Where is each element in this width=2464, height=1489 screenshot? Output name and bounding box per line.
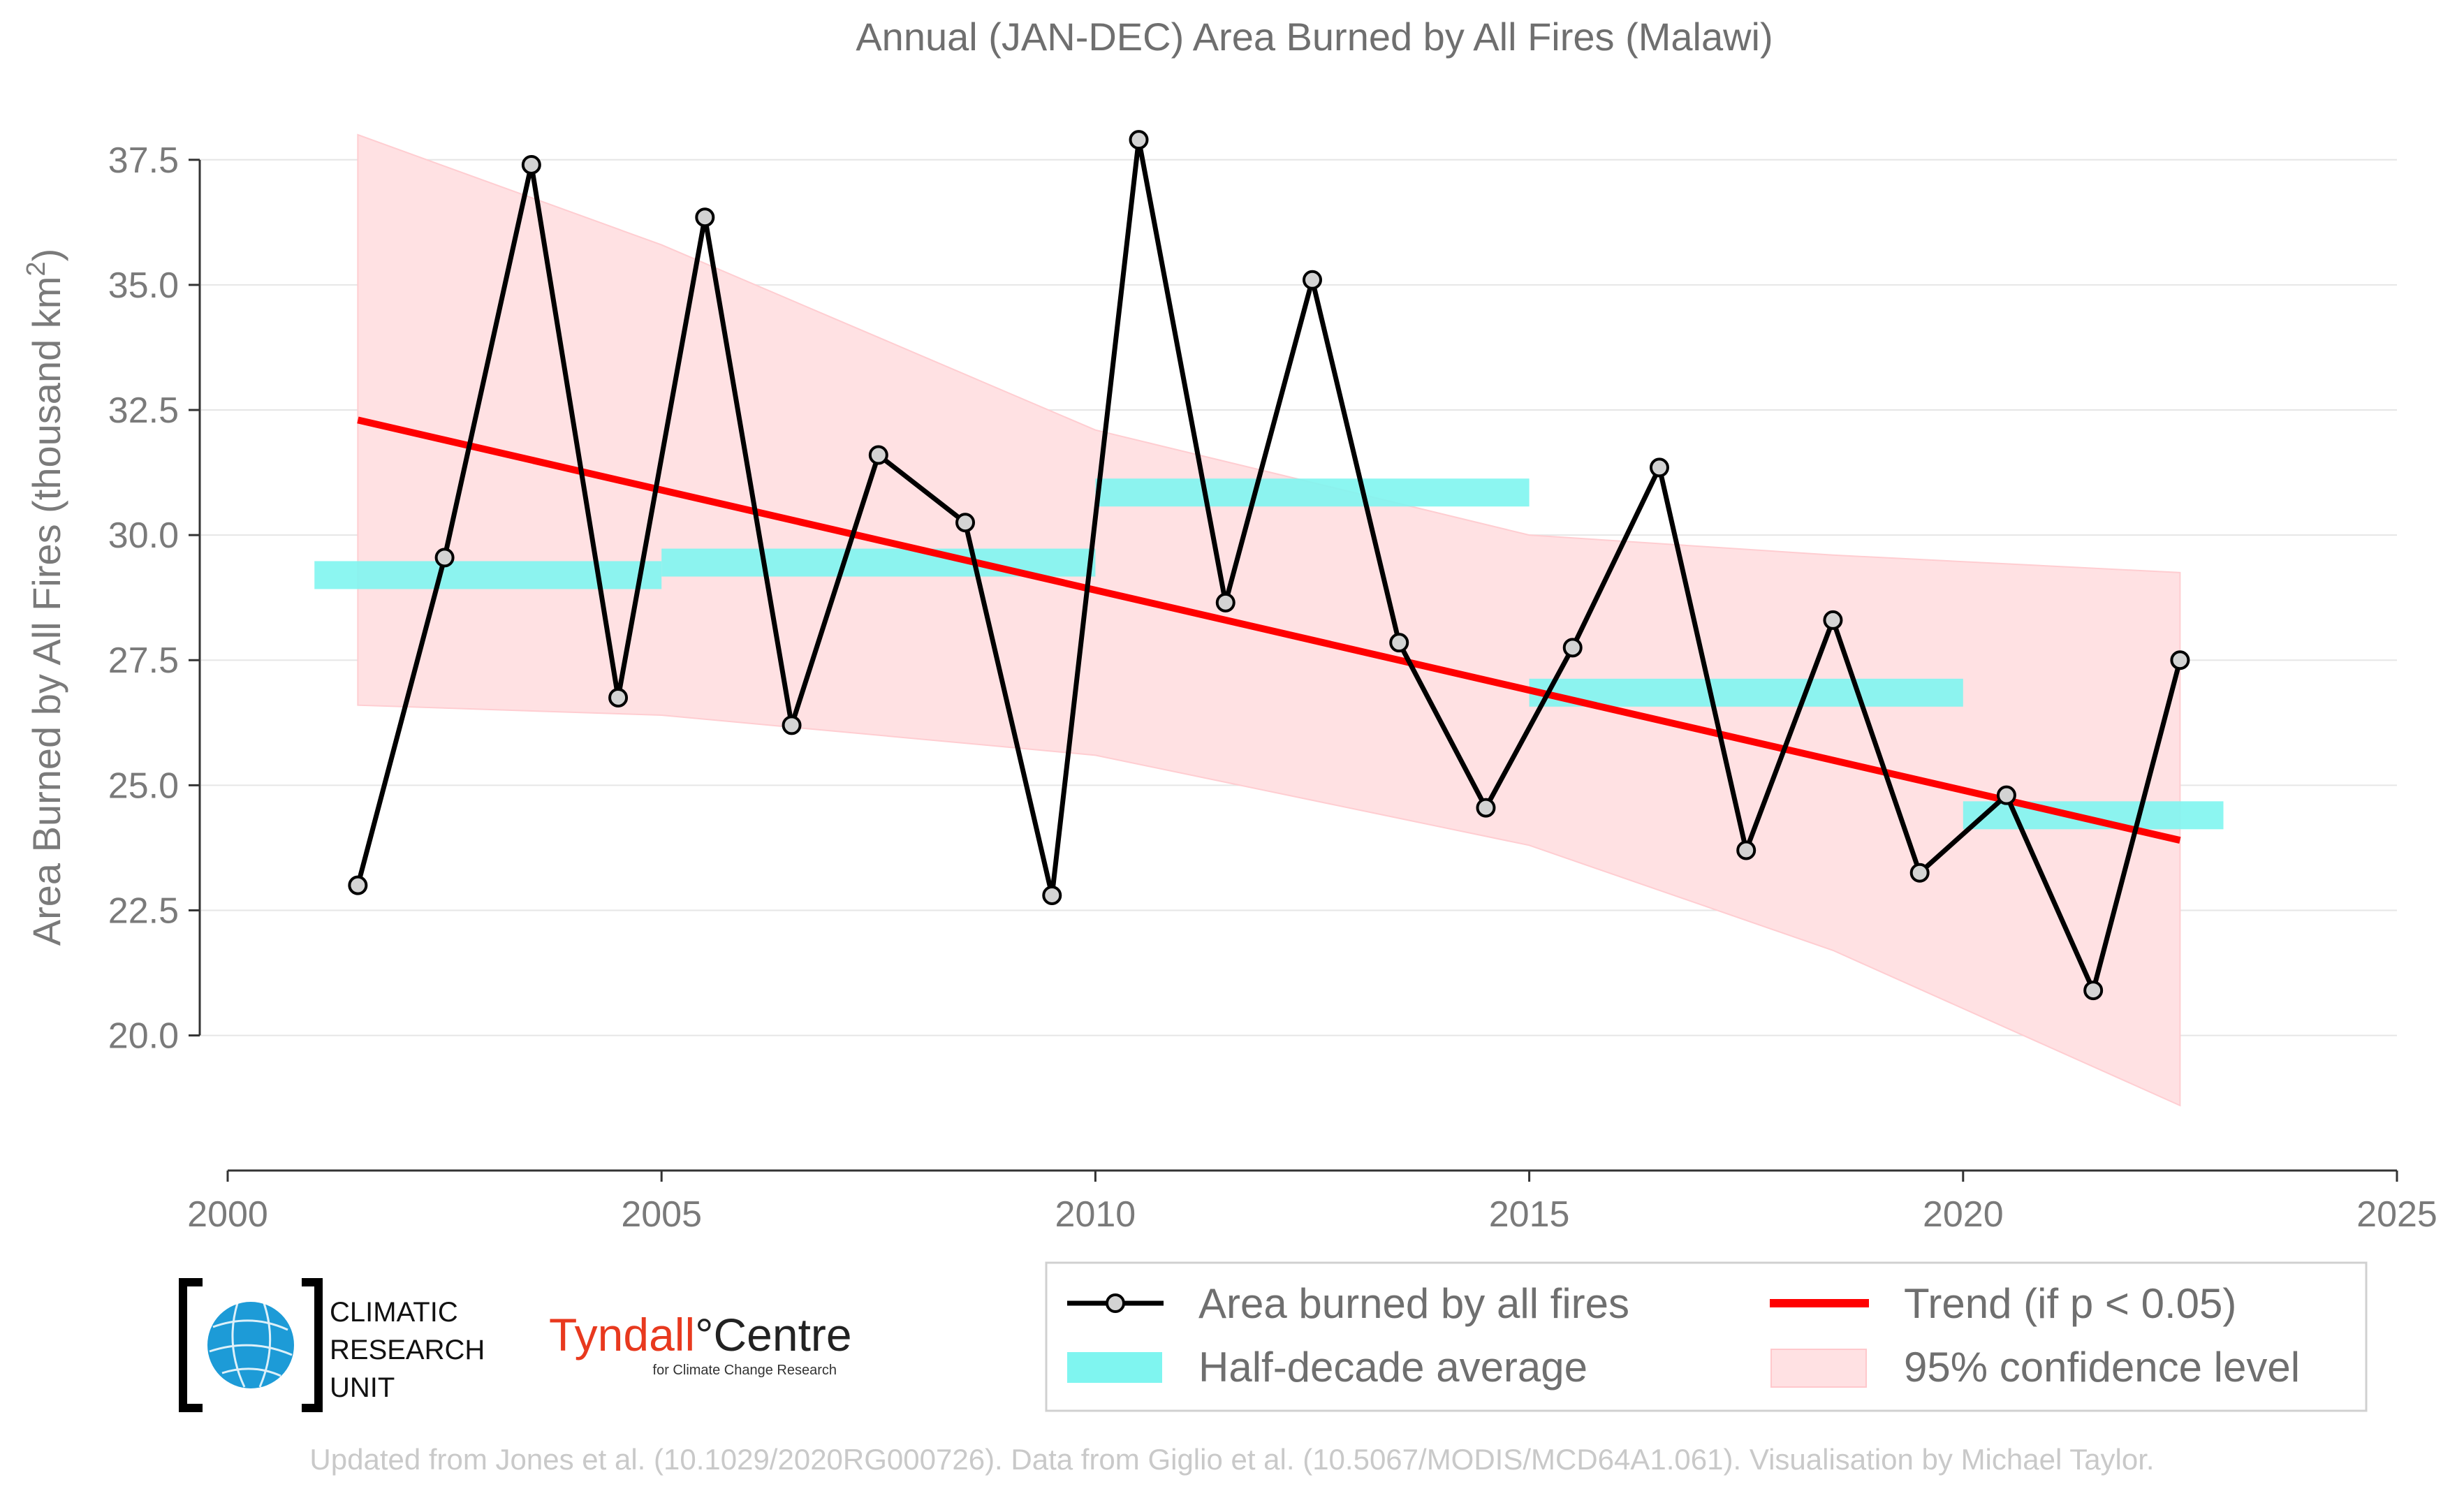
globe-icon-lines — [209, 1303, 293, 1388]
data-point — [348, 875, 368, 895]
y-axis-label-end: ) — [24, 249, 68, 262]
y-tick-label: 35.0 — [108, 265, 179, 306]
half-decade-bar — [1095, 478, 1530, 507]
half-decade-bar — [1529, 678, 1963, 707]
data-point — [608, 687, 629, 707]
legend-confidence-label: 95% confidence level — [1904, 1344, 2300, 1391]
y-tick-label: 22.5 — [108, 890, 179, 931]
half-decade-bar — [1963, 801, 2224, 830]
data-point — [782, 715, 802, 735]
svg-text:Area Burned by All Fires (thou: Area Burned by All Fires (thousand km2) — [22, 249, 68, 946]
tyndall-logo-subtitle: for Climate Change Research — [653, 1363, 837, 1378]
x-tick-label: 2010 — [1055, 1194, 1136, 1235]
footer-credits: Updated from Jones et al. (10.1029/2020R… — [309, 1443, 2154, 1476]
half-decade-bar — [314, 561, 662, 589]
data-point — [1909, 863, 1930, 883]
data-point — [955, 513, 976, 533]
data-point — [1129, 130, 1149, 150]
legend-confidence-swatch — [1770, 1349, 1867, 1388]
cru-logo-line3: UNIT — [330, 1372, 395, 1403]
legend-frame — [1045, 1261, 2368, 1412]
legend-series-label: Area burned by all fires — [1198, 1280, 1629, 1327]
data-point — [1042, 885, 1062, 905]
chart-title: Annual (JAN-DEC) Area Burned by All Fire… — [856, 15, 1773, 59]
y-axis-label-sup: 2 — [22, 261, 51, 276]
y-tick-label: 20.0 — [108, 1016, 179, 1057]
x-tick-label: 2000 — [187, 1194, 268, 1235]
legend-half-decade-label: Half-decade average — [1198, 1344, 1587, 1391]
data-point — [1476, 798, 1496, 818]
confidence-band-layer — [357, 133, 2181, 1107]
cru-logo: CLIMATIC RESEARCH UNIT — [179, 1278, 485, 1412]
y-tick-label: 30.0 — [108, 515, 179, 556]
svg-text:Tyndall°Centre: Tyndall°Centre — [549, 1309, 852, 1360]
y-axis-label: Area Burned by All Fires (thousand km2) — [22, 249, 68, 946]
data-point — [1389, 633, 1409, 653]
data-point — [2170, 650, 2190, 670]
y-ticks: 20.0 22.5 25.0 27.5 30.0 32.5 35.0 37.5 — [108, 140, 200, 1057]
cru-logo-bracket — [302, 1278, 323, 1412]
cru-logo-bracket — [179, 1278, 203, 1412]
x-tick-label: 2020 — [1923, 1194, 2004, 1235]
data-point — [1303, 270, 1322, 290]
data-point — [695, 207, 715, 228]
data-point — [521, 154, 541, 175]
cru-logo-line1: CLIMATIC — [330, 1297, 458, 1328]
trend-layer — [357, 416, 2181, 844]
y-tick-label: 25.0 — [108, 765, 179, 806]
trend-line — [357, 416, 2181, 844]
x-tick-label: 2025 — [2356, 1194, 2437, 1235]
tyndall-logo: Tyndall°Centre for Climate Change Resear… — [549, 1309, 852, 1378]
data-point — [1996, 785, 2016, 805]
confidence-band — [357, 133, 2181, 1107]
y-tick-label: 27.5 — [108, 640, 179, 681]
x-tick-label: 2005 — [621, 1194, 702, 1235]
data-point — [868, 445, 888, 465]
y-tick-label: 32.5 — [108, 390, 179, 431]
data-point — [1215, 592, 1235, 613]
series-layer — [348, 130, 2190, 1001]
x-tick-label: 2015 — [1489, 1194, 1570, 1235]
tyndall-logo-centre: °Centre — [695, 1309, 852, 1360]
y-axis-label-main: Area Burned by All Fires (thousand km — [24, 277, 68, 946]
half-decade-layer — [314, 478, 2224, 830]
data-point — [1649, 457, 1669, 478]
legend-half-decade-swatch — [1067, 1352, 1162, 1383]
data-point — [434, 548, 455, 568]
data-point — [1736, 840, 1757, 860]
y-tick-label: 37.5 — [108, 140, 179, 181]
data-point — [2083, 981, 2104, 1001]
legend-series-swatch-marker — [1106, 1293, 1125, 1313]
data-point — [1562, 638, 1583, 658]
cru-logo-line2: RESEARCH — [330, 1335, 485, 1365]
x-ticks: 2000 2005 2010 2015 2020 2025 — [187, 1171, 2437, 1235]
tyndall-logo-name: Tyndall — [549, 1309, 695, 1360]
data-point — [1823, 610, 1843, 630]
series-line — [355, 137, 2183, 993]
axes — [198, 159, 2397, 1172]
legend-trend-label: Trend (if p < 0.05) — [1904, 1280, 2236, 1327]
legend: Area burned by all fires Half-decade ave… — [1045, 1261, 2368, 1412]
